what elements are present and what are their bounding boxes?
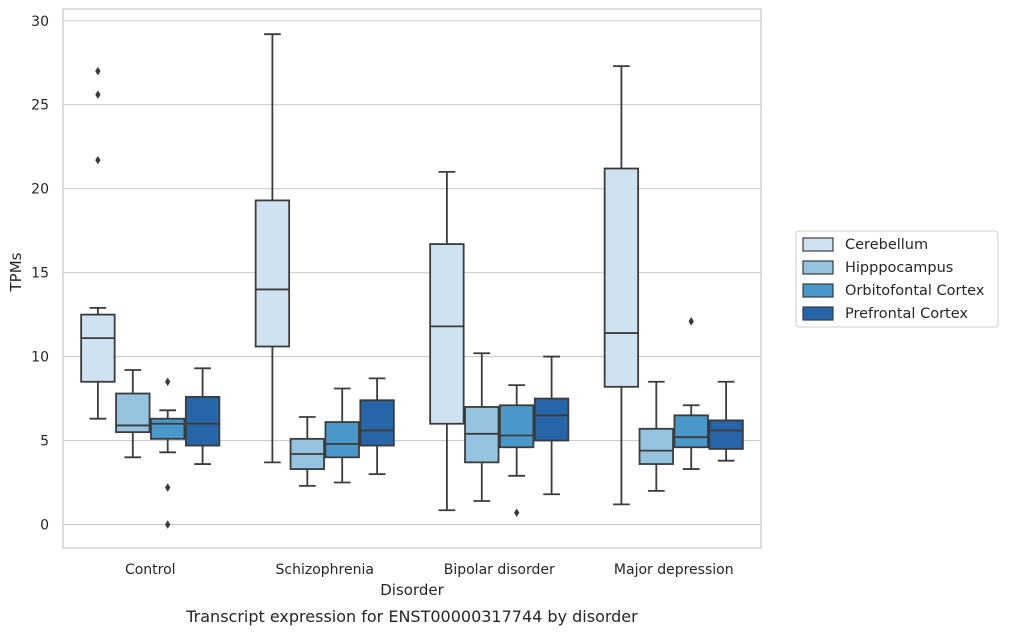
box-cerebellum-bipolar-disorder [429,170,465,512]
box-hipppocampus-control [115,369,151,459]
box-prefrontal-cortex-control [184,367,221,465]
legend-label: Hipppocampus [845,260,953,276]
x-axis-label: Disorder [380,581,444,599]
box-cerebellum-major-depression [603,65,640,506]
y-tick-label-0: 0 [40,517,49,533]
outlier-point [95,90,101,99]
x-tick-label-schizophrenia: Schizophrenia [276,562,374,578]
box-body [184,395,221,447]
legend-swatch [802,237,834,252]
box-hipppocampus-bipolar-disorder [464,352,500,502]
outlier-point [165,377,171,387]
x-axis-ticks: Control Schizophrenia Bipolar disorder Majo… [125,562,734,578]
legend-label: Prefrontal Cortex [845,306,968,322]
legend-label: Cerebellum [845,237,928,253]
y-tick-label-10: 10 [31,350,49,366]
box-body [603,167,640,388]
box-cerebellum-schizophrenia [254,33,291,464]
legend-frame [795,230,999,328]
grid-lines [63,20,761,526]
box-hipppocampus-major-depression [638,380,674,492]
box-prefrontal-cortex-schizophrenia [359,377,395,476]
box-orbitofontal-cortex-bipolar-disorder [499,384,535,518]
chart-caption: Transcript expression for ENST0000031774… [185,607,638,626]
box-cerebellum-control [80,66,116,420]
legend-item-orbitofontal-cortex: Orbitofontal Cortex [802,283,985,299]
box-body [359,399,395,447]
legend-item-prefrontal-cortex: Prefrontal Cortex [802,306,968,322]
box-orbitofontal-cortex-control [150,377,186,529]
outlier-point [95,155,101,165]
x-tick-label-major-depression: Major depression [614,562,734,578]
box-body [429,243,465,425]
box-body [324,421,360,459]
box-body [673,414,709,449]
x-tick-label-bipolar-disorder: Bipolar disorder [444,562,555,578]
box-body [499,404,535,449]
box-body [638,427,674,465]
legend: Cerebellum Hipppocampus Orbitofontal Corte… [795,230,999,328]
outlier-point [514,508,520,518]
box-orbitofontal-cortex-major-depression [673,317,709,470]
box-body [254,199,291,348]
box-body [115,392,151,434]
y-axis-ticks: 0 5 10 15 20 25 30 [31,14,49,534]
outlier-point [95,66,101,76]
y-tick-label-15: 15 [31,266,49,282]
outlier-point [165,483,171,492]
box-body [80,313,116,383]
y-tick-label-30: 30 [31,14,49,30]
plot-boxes [80,33,744,529]
box-hipppocampus-schizophrenia [289,416,325,487]
legend-item-cerebellum: Cerebellum [802,237,928,253]
box-prefrontal-cortex-major-depression [708,380,744,462]
y-tick-label-20: 20 [31,182,49,198]
y-tick-label-25: 25 [31,98,49,114]
outlier-point [165,520,171,529]
legend-item-hipppocampus: Hipppocampus [802,260,953,276]
x-tick-label-control: Control [125,562,176,578]
y-axis-label: TPMs [7,252,25,292]
y-tick-label-5: 5 [40,434,49,450]
box-body [533,397,570,442]
box-body [708,419,744,450]
legend-swatch [802,283,834,298]
legend-swatch [802,260,834,275]
plot-frame [62,8,762,549]
box-body [150,417,186,440]
legend-label: Orbitofontal Cortex [845,283,985,299]
outlier-point [688,317,694,326]
box-prefrontal-cortex-bipolar-disorder [533,355,570,496]
box-orbitofontal-cortex-schizophrenia [324,387,360,484]
legend-swatch [802,306,834,321]
